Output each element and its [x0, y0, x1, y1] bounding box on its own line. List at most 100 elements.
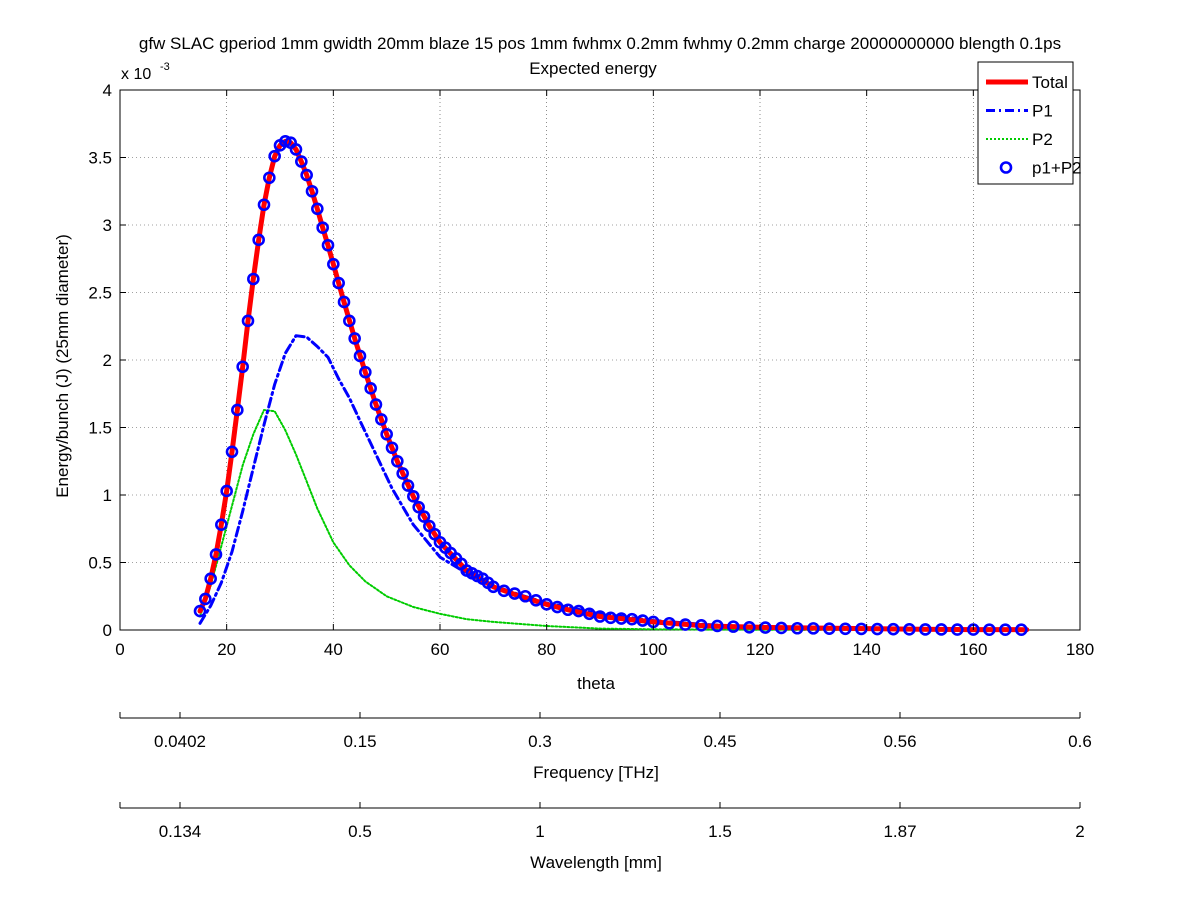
- data-point-marker: [231, 403, 244, 417]
- series-line-total: [197, 138, 1030, 633]
- data-point-marker: [385, 441, 399, 455]
- x-tick-label: 0: [115, 640, 124, 659]
- secondary-tick-label: 0.134: [159, 822, 202, 841]
- data-point-marker: [919, 623, 932, 636]
- secondary-tick-label: 0.56: [883, 732, 916, 751]
- legend-item-total: Total: [986, 73, 1068, 92]
- data-point-marker: [209, 548, 223, 561]
- data-point-marker: [380, 427, 393, 441]
- series-line-p2: [199, 409, 1028, 631]
- legend: Total P1 P2 p1+P2: [977, 61, 1082, 185]
- legend-label: p1+P2: [1032, 159, 1082, 178]
- data-point-marker: [407, 490, 420, 503]
- legend-label: P1: [1032, 102, 1053, 121]
- data-point-marker: [1015, 623, 1028, 637]
- y-tick-label: 4: [103, 81, 112, 100]
- data-point-marker: [241, 314, 255, 328]
- data-point-marker: [311, 202, 324, 216]
- data-point-marker: [519, 589, 532, 603]
- y-exponent-power: -3: [160, 61, 170, 73]
- y-tick-label: 3.5: [88, 149, 112, 168]
- secondary-tick-label: 0.0402: [154, 732, 206, 751]
- data-point-marker: [348, 332, 361, 345]
- data-point-marker: [215, 518, 228, 532]
- secondary-axis-label: Frequency [THz]: [533, 763, 659, 782]
- data-point-marker: [903, 623, 916, 636]
- data-point-marker: [396, 467, 409, 480]
- y-axis-ticks: 0 0.5 1 1.5 2 2.5 3 3.5 4: [88, 81, 1080, 640]
- data-point-marker: [999, 623, 1012, 637]
- data-point-marker: [343, 314, 356, 328]
- data-point-marker: [236, 360, 249, 374]
- data-point-marker: [359, 365, 372, 379]
- data-point-marker: [663, 616, 676, 630]
- data-point-marker: [711, 619, 724, 633]
- x-tick-label: 80: [537, 640, 556, 659]
- secondary-tick-label: 1.5: [708, 822, 732, 841]
- chart-title: gfw SLAC gperiod 1mm gwidth 20mm blaze 1…: [139, 34, 1061, 53]
- data-point-marker: [279, 135, 292, 148]
- data-point-marker: [679, 618, 692, 631]
- x-tick-label: 120: [746, 640, 774, 659]
- x-tick-label: 60: [431, 640, 450, 659]
- y-tick-label: 2: [103, 351, 112, 370]
- data-point-marker: [252, 233, 265, 247]
- x-tick-label: 40: [324, 640, 343, 659]
- data-point-marker: [199, 592, 212, 606]
- data-point-marker: [220, 484, 233, 498]
- x-tick-label: 100: [639, 640, 667, 659]
- legend-label: Total: [1032, 73, 1068, 92]
- secondary-tick-label: 0.3: [528, 732, 552, 751]
- secondary-axis-1: 0.0402 0.15 0.3 0.45 0.56 0.6 Frequency [THz]: [119, 712, 1092, 782]
- y-tick-label: 3: [103, 216, 112, 235]
- data-point-marker: [401, 479, 415, 492]
- y-tick-label: 1.5: [88, 419, 112, 438]
- data-point-marker: [417, 510, 431, 523]
- series-layer: [193, 135, 1030, 637]
- legend-item-p1: P1: [986, 102, 1053, 121]
- data-point-marker: [951, 623, 964, 636]
- y-tick-label: 0.5: [88, 554, 112, 573]
- data-point-marker: [369, 398, 383, 411]
- data-point-marker: [300, 168, 313, 182]
- y-tick-label: 2.5: [88, 284, 112, 303]
- data-point-marker: [807, 622, 820, 635]
- data-point-marker: [775, 621, 788, 635]
- legend-label: P2: [1032, 130, 1053, 149]
- data-point-marker: [204, 572, 217, 586]
- x-tick-label: 180: [1066, 640, 1094, 659]
- data-point-marker: [225, 445, 239, 459]
- x-axis-ticks: 0 20 40 60 80 100 120 140 160 180: [115, 90, 1094, 659]
- data-point-marker: [332, 276, 345, 290]
- data-point-marker: [353, 349, 367, 363]
- secondary-tick-label: 0.6: [1068, 732, 1092, 751]
- data-point-marker: [791, 621, 804, 635]
- data-point-marker: [743, 620, 756, 634]
- data-point-marker: [337, 295, 351, 309]
- data-point-marker: [364, 382, 377, 395]
- data-point-marker: [823, 622, 836, 635]
- data-point-marker: [695, 618, 708, 632]
- data-point-marker: [316, 221, 329, 234]
- data-point-marker: [529, 593, 543, 607]
- x-tick-label: 20: [217, 640, 236, 659]
- secondary-tick-label: 1.87: [883, 822, 916, 841]
- x-axis-label: theta: [577, 674, 615, 693]
- data-point-marker: [839, 622, 852, 636]
- secondary-tick-label: 2: [1075, 822, 1084, 841]
- legend-item-p2: P2: [986, 130, 1053, 149]
- y-exponent-base: x 10: [121, 66, 151, 83]
- data-point-marker: [983, 623, 996, 637]
- data-point-marker: [295, 155, 308, 168]
- legend-item-p1-p2: p1+P2: [999, 159, 1082, 178]
- data-point-marker: [257, 198, 271, 212]
- data-point-marker: [871, 622, 884, 636]
- data-point-marker: [321, 238, 335, 252]
- data-point-marker: [487, 580, 500, 594]
- y-tick-label: 0: [103, 621, 112, 640]
- secondary-tick-label: 1: [535, 822, 544, 841]
- secondary-axis-label: Wavelength [mm]: [530, 853, 662, 872]
- y-axis-label: Energy/bunch (J) (25mm diameter): [53, 234, 72, 498]
- y-axis-exponent: x 10 -3: [121, 61, 170, 83]
